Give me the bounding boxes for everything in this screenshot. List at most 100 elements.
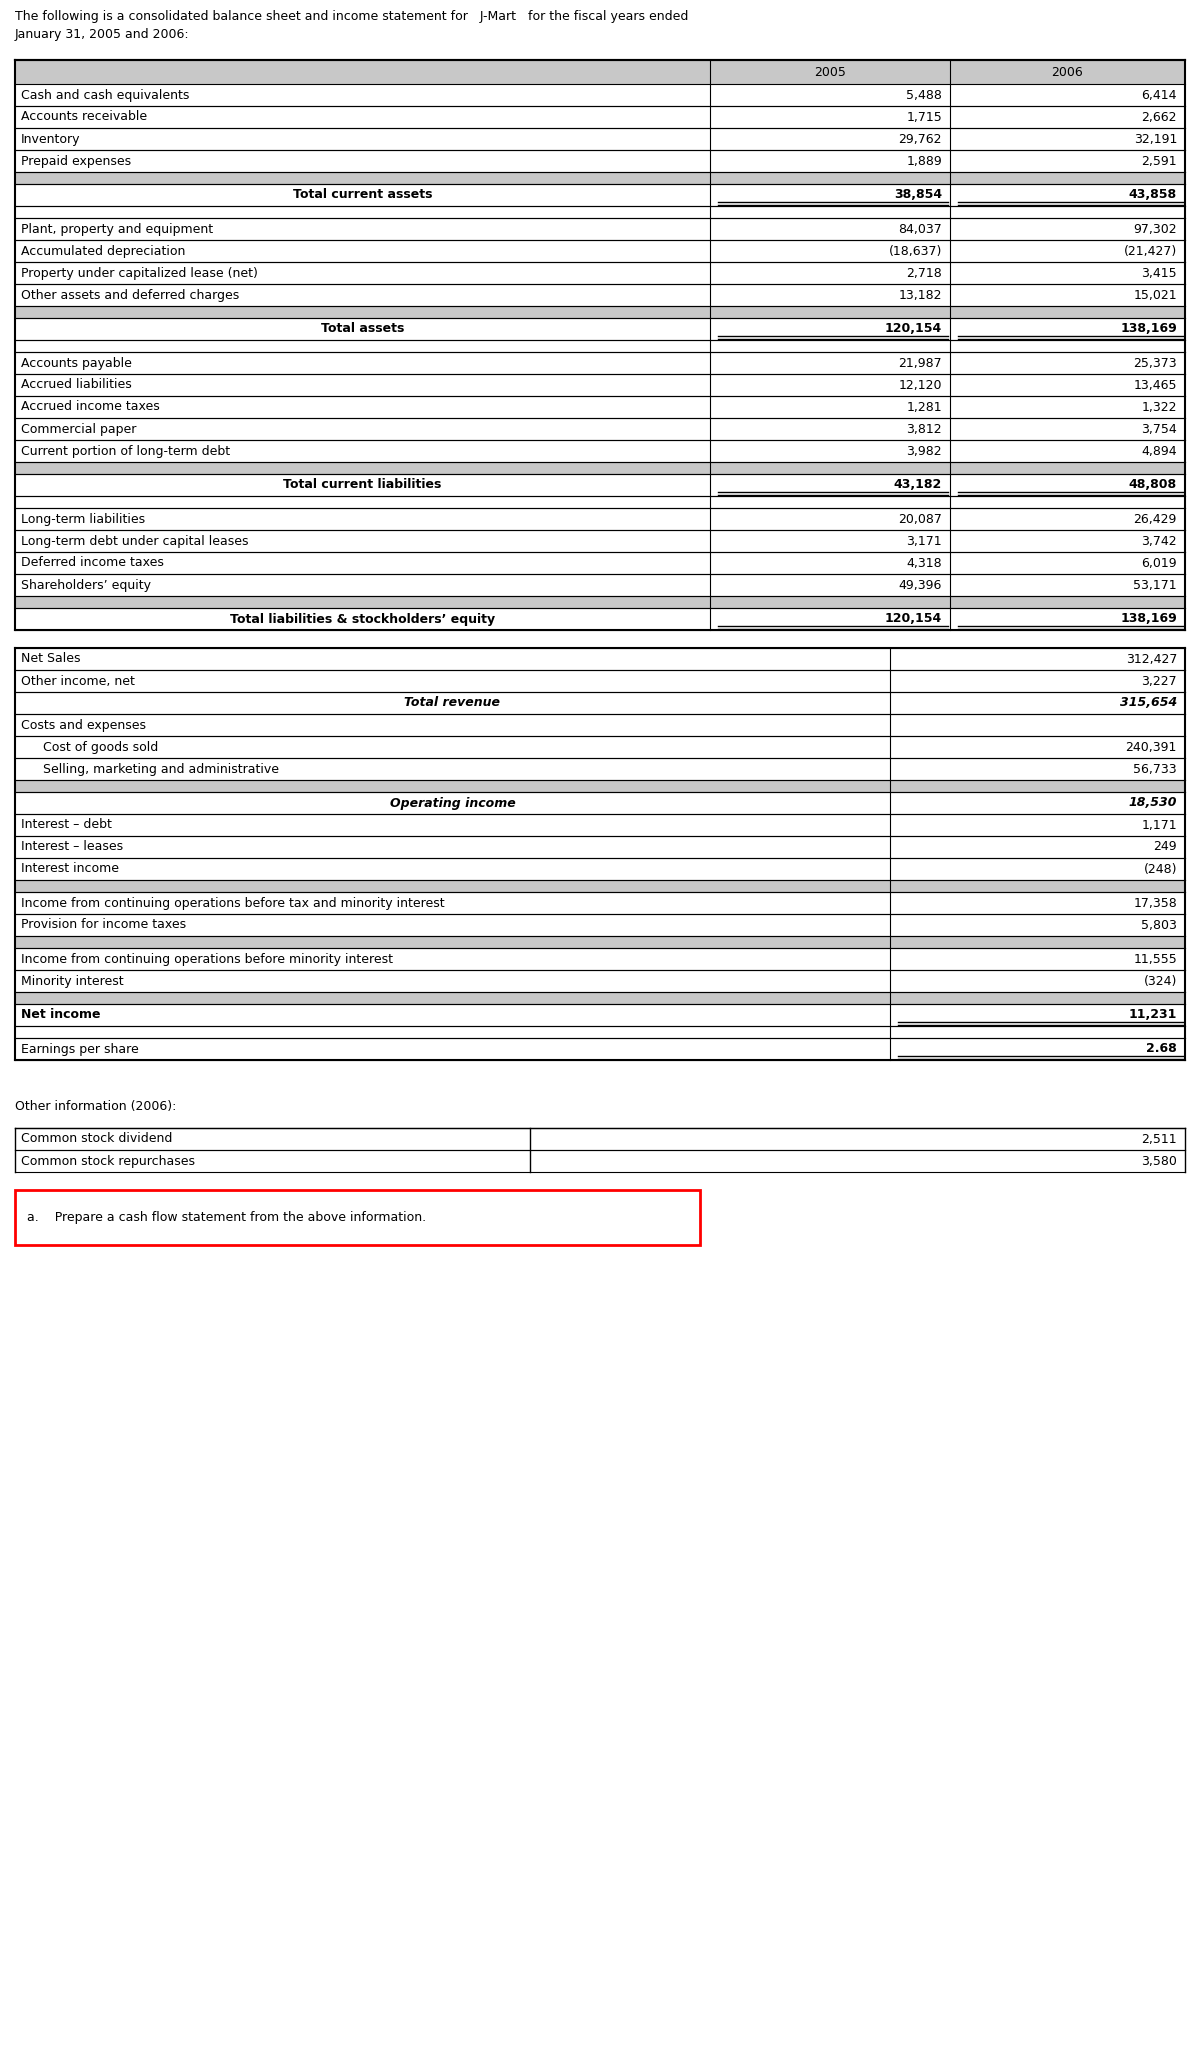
Bar [14, 735, 1186, 758]
Text: 3,812: 3,812 [906, 424, 942, 436]
Text: 2,718: 2,718 [906, 267, 942, 279]
Bar [14, 814, 1186, 837]
Text: Minority interest: Minority interest [22, 975, 124, 988]
Bar [14, 1151, 1186, 1171]
Text: 120,154: 120,154 [884, 322, 942, 335]
Text: 21,987: 21,987 [899, 357, 942, 370]
Text: a.    Prepare a cash flow statement from the above information.: a. Prepare a cash flow statement from th… [28, 1211, 426, 1223]
Bar [14, 971, 1186, 992]
Text: Cash and cash equivalents: Cash and cash equivalents [22, 89, 190, 101]
Text: 312,427: 312,427 [1126, 653, 1177, 665]
Text: 120,154: 120,154 [884, 612, 942, 626]
Bar [14, 397, 1186, 417]
Text: 2006: 2006 [1051, 66, 1084, 79]
Bar [950, 60, 1186, 85]
Text: 97,302: 97,302 [1133, 223, 1177, 236]
Text: Accrued liabilities: Accrued liabilities [22, 378, 132, 390]
Bar [14, 306, 1186, 318]
Bar [14, 60, 710, 85]
Bar [14, 1037, 1186, 1060]
Bar [14, 508, 1186, 531]
Text: 1,715: 1,715 [906, 109, 942, 124]
Bar [14, 262, 1186, 283]
Text: 84,037: 84,037 [899, 223, 942, 236]
Text: 5,488: 5,488 [906, 89, 942, 101]
Bar [14, 1004, 1186, 1027]
Text: 17,358: 17,358 [1133, 897, 1177, 909]
Text: 240,391: 240,391 [1126, 740, 1177, 754]
Text: Income from continuing operations before tax and minority interest: Income from continuing operations before… [22, 897, 445, 909]
Text: 2,511: 2,511 [1141, 1132, 1177, 1145]
Text: 5,803: 5,803 [1141, 919, 1177, 932]
Bar [14, 151, 1186, 171]
Bar [14, 552, 1186, 574]
Bar [14, 837, 1186, 857]
Text: 49,396: 49,396 [899, 578, 942, 591]
Text: Net Sales: Net Sales [22, 653, 80, 665]
Text: 15,021: 15,021 [1133, 289, 1177, 302]
Text: 1,322: 1,322 [1141, 401, 1177, 413]
Bar [14, 791, 1186, 814]
Text: 13,182: 13,182 [899, 289, 942, 302]
Text: 138,169: 138,169 [1121, 322, 1177, 335]
Bar [14, 341, 1186, 351]
Text: 3,754: 3,754 [1141, 424, 1177, 436]
Bar [14, 715, 1186, 735]
Text: Selling, marketing and administrative: Selling, marketing and administrative [43, 762, 278, 775]
Text: 29,762: 29,762 [899, 132, 942, 145]
Text: Current portion of long-term debt: Current portion of long-term debt [22, 444, 230, 457]
Text: Income from continuing operations before minority interest: Income from continuing operations before… [22, 952, 394, 965]
Text: 3,742: 3,742 [1141, 535, 1177, 547]
Text: Cost of goods sold: Cost of goods sold [43, 740, 158, 754]
Bar [14, 531, 1186, 552]
Text: Accrued income taxes: Accrued income taxes [22, 401, 160, 413]
Bar [14, 893, 1186, 913]
Text: Deferred income taxes: Deferred income taxes [22, 556, 164, 570]
Text: Earnings per share: Earnings per share [22, 1043, 139, 1056]
Text: 13,465: 13,465 [1134, 378, 1177, 390]
Bar [14, 374, 1186, 397]
Text: 6,019: 6,019 [1141, 556, 1177, 570]
Text: 25,373: 25,373 [1133, 357, 1177, 370]
Text: The following is a consolidated balance sheet and income statement for   J-Mart : The following is a consolidated balance … [14, 10, 689, 23]
Text: 2005: 2005 [814, 66, 846, 79]
Bar [14, 417, 1186, 440]
Text: Total assets: Total assets [320, 322, 404, 335]
Bar [14, 207, 1186, 219]
Text: 56,733: 56,733 [1133, 762, 1177, 775]
Text: 4,894: 4,894 [1141, 444, 1177, 457]
Text: Property under capitalized lease (net): Property under capitalized lease (net) [22, 267, 258, 279]
Text: (324): (324) [1144, 975, 1177, 988]
Text: 3,982: 3,982 [906, 444, 942, 457]
Text: Provision for income taxes: Provision for income taxes [22, 919, 186, 932]
Bar [14, 692, 1186, 715]
Text: (21,427): (21,427) [1123, 244, 1177, 258]
Text: 315,654: 315,654 [1120, 696, 1177, 709]
Text: 4,318: 4,318 [906, 556, 942, 570]
Text: Interest – debt: Interest – debt [22, 818, 112, 831]
Bar [14, 936, 1186, 948]
Text: Total liabilities & stockholders’ equity: Total liabilities & stockholders’ equity [230, 612, 496, 626]
Text: Shareholders’ equity: Shareholders’ equity [22, 578, 151, 591]
Text: Total revenue: Total revenue [404, 696, 500, 709]
Bar [14, 171, 1186, 184]
Bar [14, 351, 1186, 374]
Text: 138,169: 138,169 [1121, 612, 1177, 626]
Text: 3,580: 3,580 [1141, 1155, 1177, 1167]
Text: 38,854: 38,854 [894, 188, 942, 202]
Bar [14, 781, 1186, 791]
Bar [14, 758, 1186, 781]
Text: 43,182: 43,182 [894, 479, 942, 492]
Text: 3,415: 3,415 [1141, 267, 1177, 279]
Text: 2,662: 2,662 [1141, 109, 1177, 124]
Text: 48,808: 48,808 [1129, 479, 1177, 492]
Text: 1,281: 1,281 [906, 401, 942, 413]
Text: Plant, property and equipment: Plant, property and equipment [22, 223, 214, 236]
Bar [14, 318, 1186, 341]
Bar [14, 607, 1186, 630]
Bar [710, 60, 950, 85]
Text: Other assets and deferred charges: Other assets and deferred charges [22, 289, 239, 302]
Text: Other income, net: Other income, net [22, 674, 134, 688]
Text: 249: 249 [1153, 841, 1177, 853]
Text: 2,591: 2,591 [1141, 155, 1177, 167]
